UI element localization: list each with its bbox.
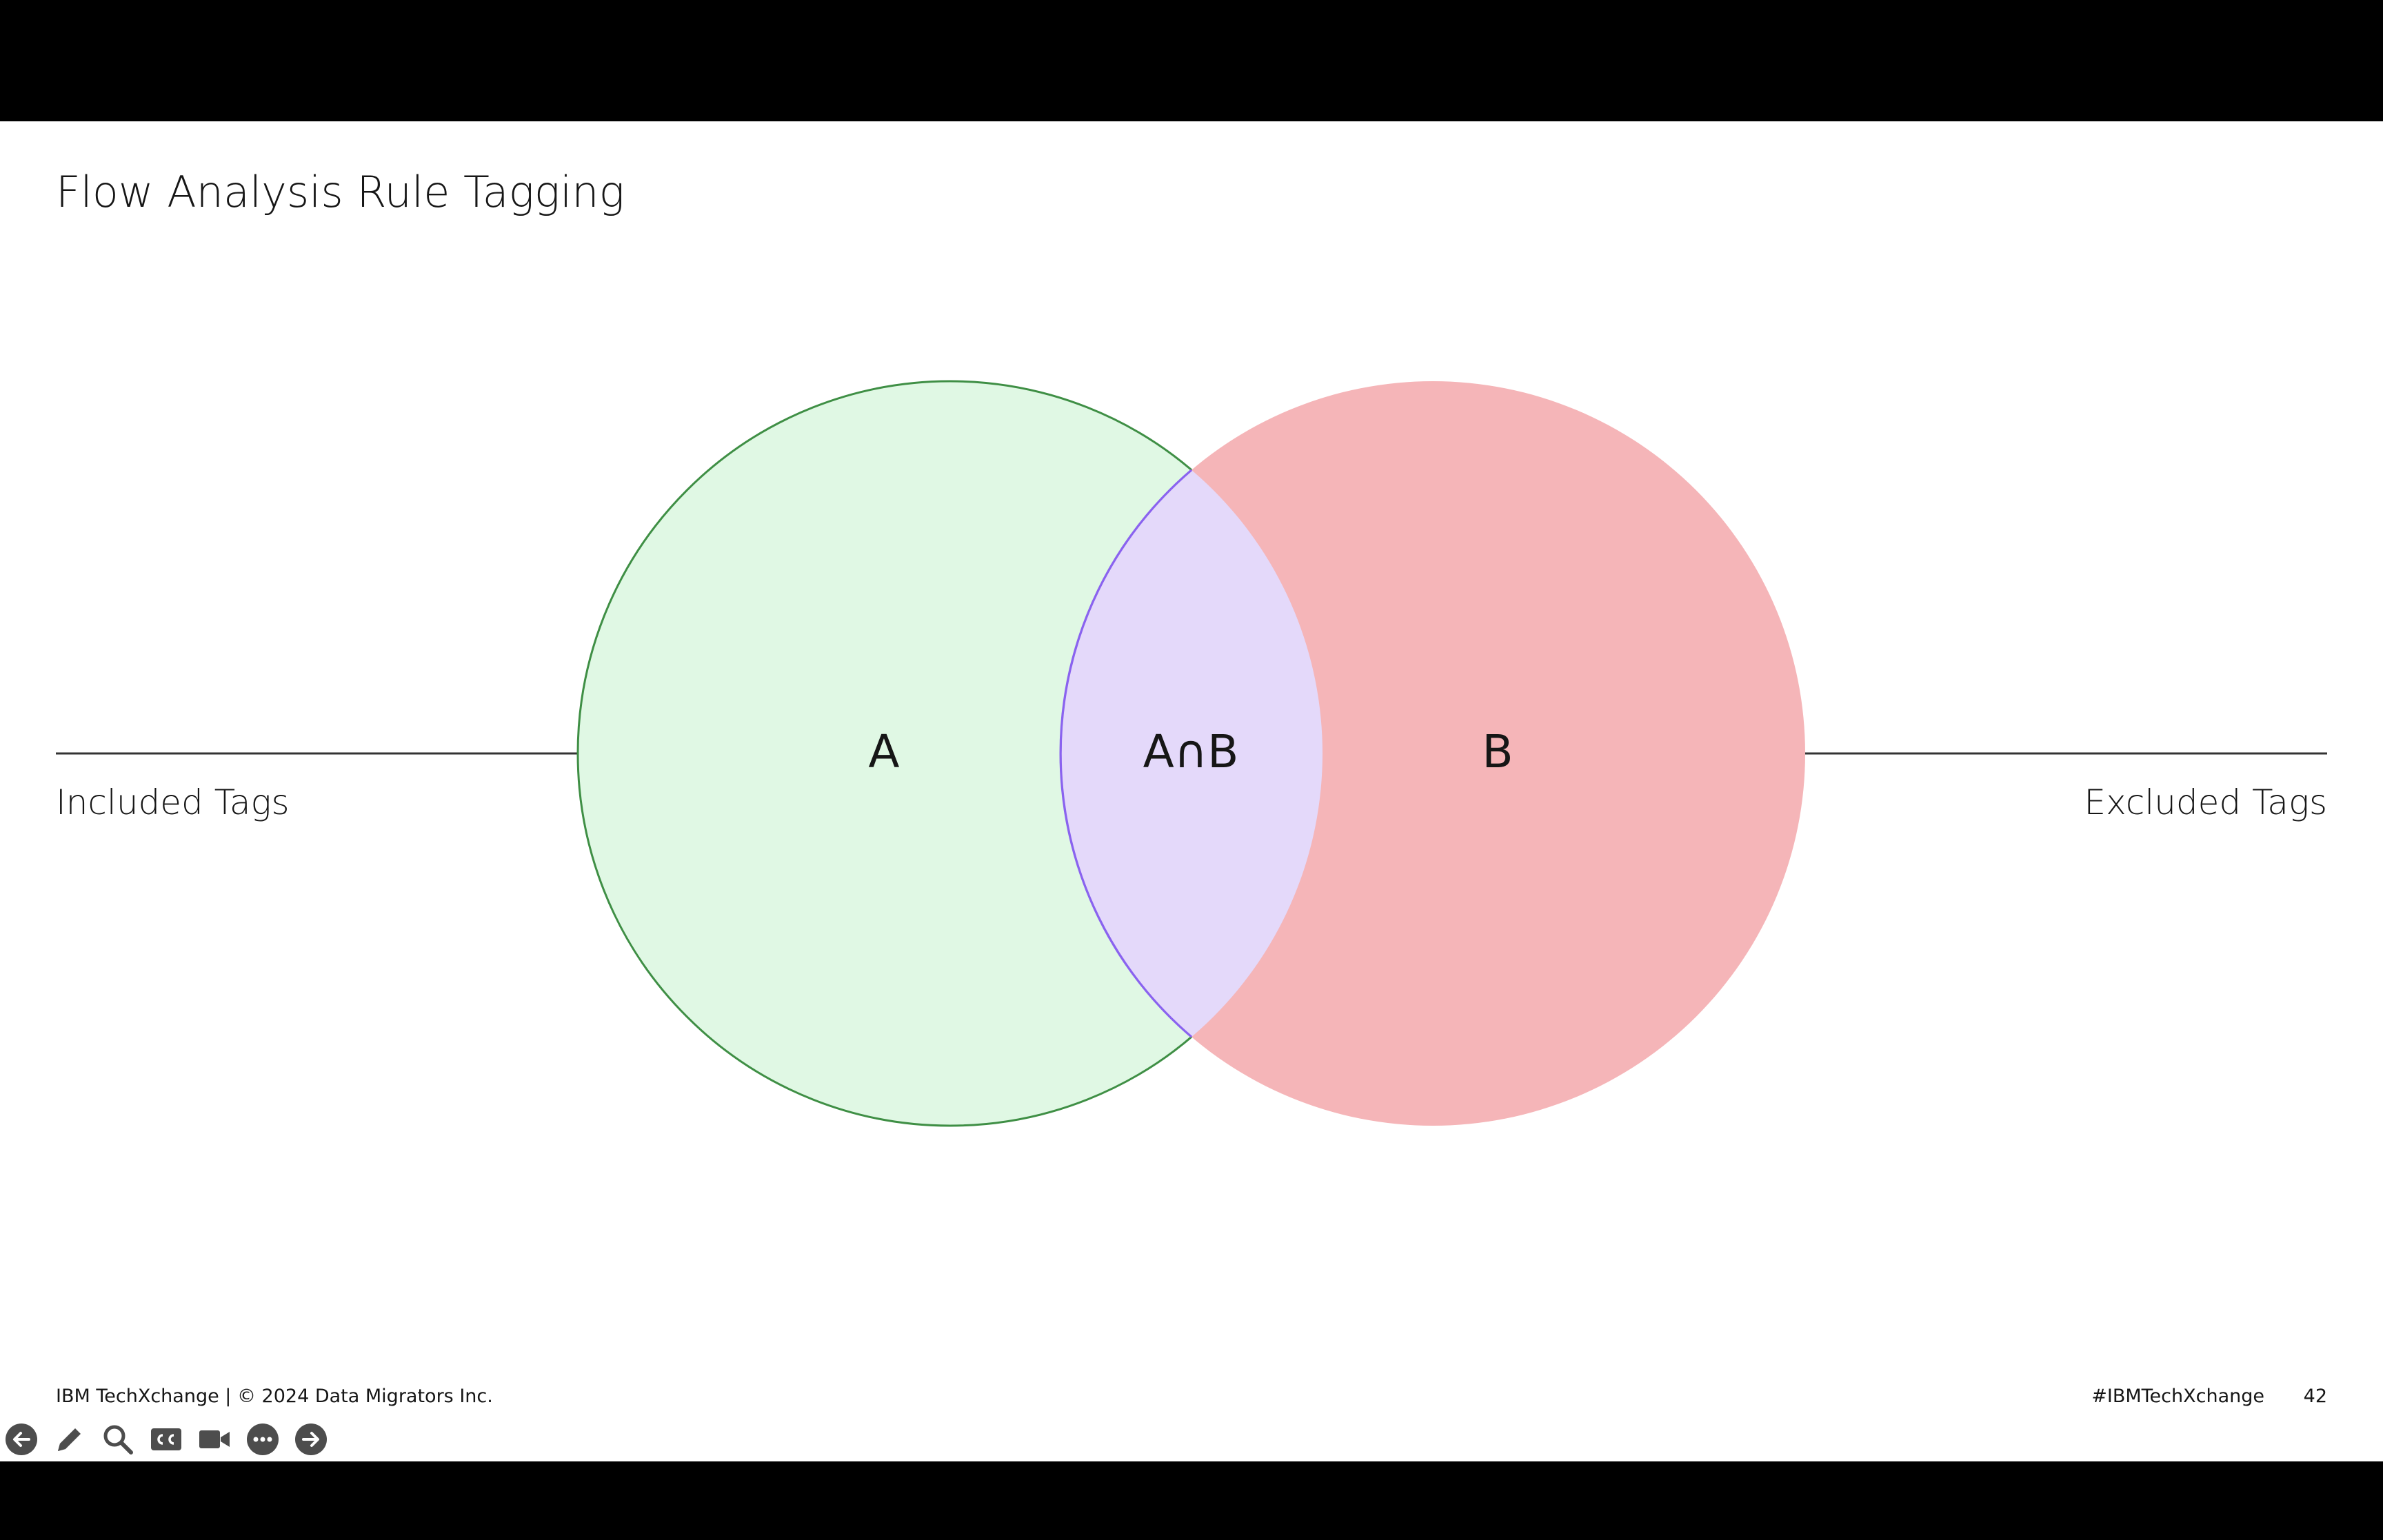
set-b-label: B: [1482, 725, 1513, 778]
next-slide-button[interactable]: [292, 1421, 330, 1458]
slide: Flow Analysis Rule Tagging A A∩B: [0, 121, 2383, 1461]
intersection-edge: [1059, 469, 1192, 1038]
camera-icon: [199, 1430, 230, 1448]
presenter-toolbar: [3, 1420, 330, 1459]
camera-button[interactable]: [196, 1421, 233, 1458]
venn-diagram: A A∩B B: [56, 380, 2327, 1127]
page-number: 42: [2303, 1386, 2327, 1407]
captions-icon: [151, 1428, 181, 1450]
next-slide-icon: [295, 1424, 327, 1455]
pen-button[interactable]: [51, 1421, 88, 1458]
footer-copyright: IBM TechXchange | © 2024 Data Migrators …: [56, 1386, 493, 1407]
footer-hashtag: #IBMTechXchange: [2091, 1386, 2264, 1407]
included-tags-label: Included Tags: [56, 782, 290, 822]
zoom-icon: [103, 1425, 133, 1455]
intersection-label: A∩B: [1143, 725, 1239, 778]
more-options-button[interactable]: [244, 1421, 281, 1458]
zoom-button[interactable]: [99, 1421, 137, 1458]
previous-slide-button[interactable]: [3, 1421, 40, 1458]
set-a-label: A: [868, 725, 899, 778]
excluded-tags-label: Excluded Tags: [2084, 782, 2327, 822]
slide-title: Flow Analysis Rule Tagging: [56, 167, 625, 217]
previous-slide-icon: [6, 1424, 37, 1455]
captions-button[interactable]: [148, 1421, 185, 1458]
more-options-icon: [247, 1424, 279, 1455]
pen-icon: [58, 1428, 81, 1451]
